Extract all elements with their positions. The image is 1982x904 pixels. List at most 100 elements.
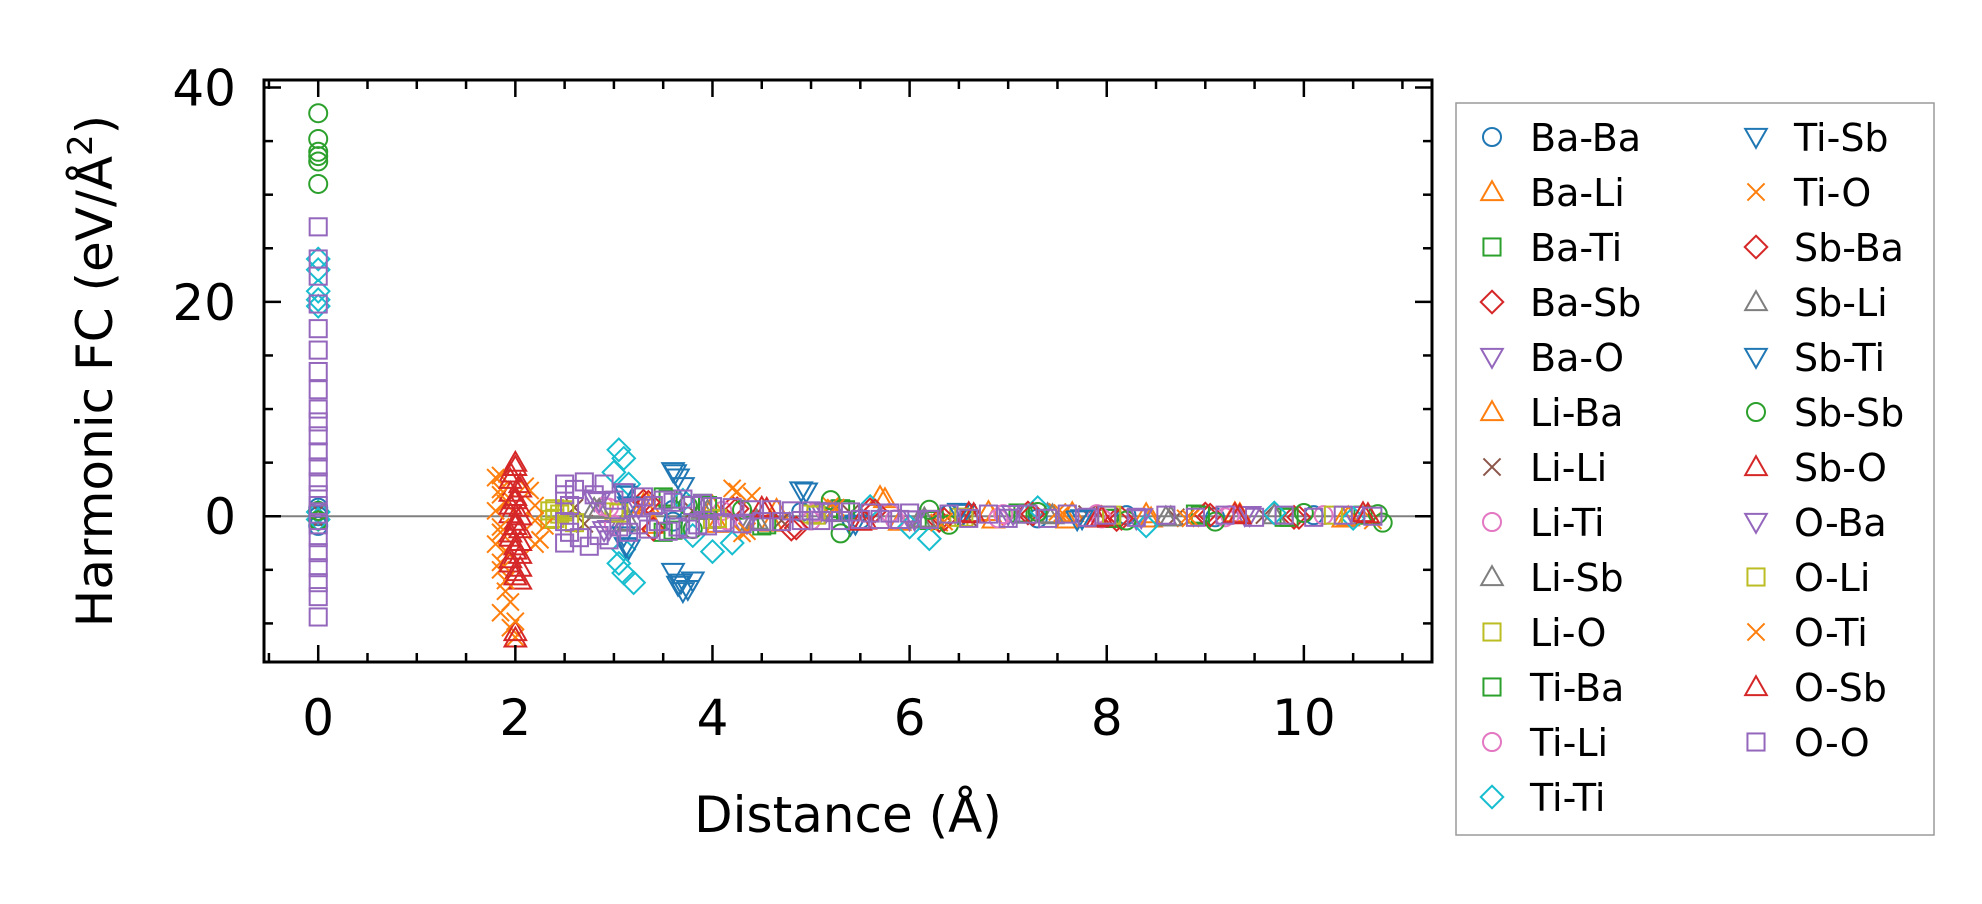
- data-point: [501, 592, 520, 612]
- legend-entry: Li-Ti: [1482, 501, 1605, 545]
- legend-marker: [1482, 127, 1502, 147]
- data-point: [507, 516, 533, 539]
- legend-entry: O-O: [1746, 721, 1870, 765]
- data-point: [609, 503, 629, 523]
- data-point: [555, 512, 575, 532]
- y-tick-label: 40: [172, 60, 236, 118]
- legend-label: Li-Sb: [1530, 556, 1624, 600]
- data-point: [1222, 501, 1248, 524]
- data-point: [660, 562, 686, 585]
- data-point: [732, 499, 753, 520]
- data-point: [793, 482, 819, 505]
- legend-label: Ba-O: [1530, 336, 1624, 380]
- legend-label: O-Ti: [1794, 611, 1868, 655]
- data-point: [791, 510, 811, 531]
- data-point: [896, 514, 923, 540]
- data-point: [707, 508, 727, 528]
- data-point: [491, 480, 510, 499]
- data-point: [1197, 502, 1223, 528]
- legend-marker: [1743, 234, 1769, 260]
- legend-marker: [1743, 289, 1769, 312]
- data-point: [771, 512, 792, 532]
- data-point: [579, 536, 599, 556]
- data-point: [308, 426, 328, 446]
- data-point: [308, 173, 329, 194]
- legend-entry: Li-Ba: [1479, 391, 1623, 435]
- data-point: [502, 619, 528, 642]
- data-point: [860, 503, 880, 523]
- data-point: [305, 293, 331, 319]
- legend-entry: Ti-Li: [1482, 721, 1608, 765]
- data-point: [308, 412, 328, 432]
- legend-marker: [1746, 182, 1766, 202]
- data-point: [954, 507, 974, 527]
- data-point: [638, 519, 658, 539]
- data-point: [783, 515, 809, 541]
- data-point: [670, 582, 696, 605]
- data-point: [308, 294, 328, 314]
- data-point: [872, 486, 898, 509]
- legend-label: O-Ba: [1794, 501, 1887, 545]
- legend-entry: O-Li: [1746, 556, 1870, 600]
- data-point: [1097, 505, 1117, 525]
- data-point: [599, 530, 619, 550]
- legend-entry: Ba-Ti: [1482, 226, 1622, 270]
- x-tick-label: 6: [894, 689, 926, 747]
- data-point: [998, 508, 1018, 528]
- data-point: [545, 499, 565, 519]
- data-point: [1108, 505, 1135, 532]
- data-point: [668, 573, 694, 596]
- legend-label: Li-Ba: [1530, 391, 1623, 435]
- data-point: [1077, 507, 1097, 527]
- legend-entry: Li-Sb: [1479, 556, 1624, 600]
- data-point: [1027, 508, 1048, 529]
- series-sb-sb: [308, 103, 1393, 544]
- data-point: [658, 489, 678, 509]
- data-point: [616, 508, 642, 531]
- legend-label: Ba-Ba: [1530, 116, 1641, 160]
- data-point: [308, 587, 328, 607]
- data-point: [1363, 506, 1383, 526]
- data-point: [308, 380, 328, 400]
- data-point: [497, 546, 523, 569]
- data-point: [640, 516, 666, 542]
- data-point: [308, 457, 328, 477]
- data-point: [1237, 506, 1263, 528]
- legend-marker: [1482, 512, 1502, 532]
- data-point: [1261, 500, 1287, 526]
- data-point: [308, 319, 328, 339]
- legend-entry: Ti-Sb: [1743, 116, 1889, 160]
- legend-label: Ba-Li: [1530, 171, 1625, 215]
- data-point: [308, 399, 328, 419]
- legend-entry: Ba-O: [1479, 336, 1624, 380]
- x-axis-label: Distance (Å): [694, 786, 1002, 844]
- legend-entry: Sb-Sb: [1746, 391, 1904, 435]
- data-point: [870, 509, 890, 529]
- legend-entry: Sb-O: [1743, 446, 1887, 490]
- data-point: [308, 515, 328, 535]
- data-point: [308, 340, 328, 360]
- data-point: [697, 495, 718, 516]
- legend-entry: Ba-Sb: [1479, 281, 1641, 325]
- data-point: [628, 515, 649, 535]
- data-point: [880, 503, 900, 523]
- data-point: [675, 580, 701, 602]
- legend-label: O-Sb: [1794, 666, 1887, 710]
- legend-label: Sb-Ti: [1794, 336, 1885, 380]
- data-point: [658, 521, 678, 541]
- data-point: [662, 464, 688, 487]
- data-point: [1158, 504, 1184, 527]
- legend-label: Ti-O: [1793, 171, 1871, 215]
- data-point: [507, 542, 533, 564]
- data-point: [613, 485, 639, 508]
- data-point: [564, 479, 585, 499]
- data-point: [722, 498, 742, 518]
- data-point: [678, 519, 698, 539]
- data-point: [308, 573, 328, 593]
- legend-marker: [1743, 127, 1769, 150]
- data-point: [850, 509, 870, 529]
- data-point: [840, 502, 861, 522]
- data-point: [1008, 503, 1028, 523]
- legend-entry: Ba-Ba: [1482, 116, 1641, 160]
- data-point: [788, 481, 814, 504]
